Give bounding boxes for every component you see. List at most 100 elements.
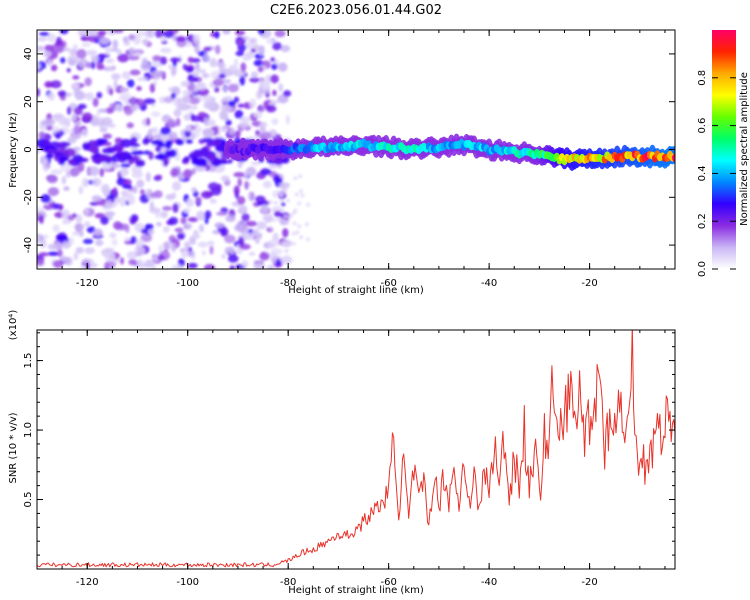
heatmap-cell (195, 62, 200, 72)
heatmap-cell (136, 77, 148, 82)
heatmap-cell (292, 221, 297, 226)
heatmap-cell (208, 182, 220, 191)
heatmap-cell (70, 116, 77, 121)
heatmap-cell (37, 207, 45, 213)
heatmap-cell (241, 260, 249, 268)
heatmap-cell (287, 215, 292, 219)
heatmap-cell (77, 103, 87, 110)
heatmap-cell (123, 87, 129, 92)
heatmap-x-tick-label: -100 (176, 278, 199, 289)
heatmap-cell (255, 130, 260, 136)
heatmap-cell (233, 172, 245, 178)
heatmap-cell (257, 110, 263, 119)
heatmap-cell (188, 251, 195, 257)
heatmap-cell (202, 94, 214, 103)
heatmap-cell (47, 92, 55, 101)
heatmap-cell (189, 97, 200, 105)
heatmap-cell (292, 210, 297, 215)
heatmap-cell (130, 143, 140, 148)
heatmap-cell (190, 105, 198, 110)
heatmap-cell (85, 62, 93, 69)
heatmap-cell (100, 216, 109, 225)
heatmap-cell (257, 66, 264, 73)
heatmap-cell (126, 251, 138, 260)
heatmap-cell (261, 80, 270, 91)
heatmap-cell (120, 138, 133, 148)
heatmap-cell (46, 125, 54, 131)
heatmap-cell (298, 174, 303, 179)
heatmap-cell (153, 126, 159, 135)
heatmap-cell (37, 37, 48, 42)
heatmap-cell (175, 117, 181, 127)
heatmap-cell (201, 137, 214, 143)
heatmap-cell (196, 210, 206, 221)
heatmap-cell (245, 220, 258, 227)
heatmap-cell (272, 218, 276, 223)
heatmap-cell (272, 190, 278, 198)
heatmap-cell (143, 150, 151, 155)
heatmap-cell (84, 247, 95, 254)
snr-y-axis-label: SNR (10 * v/v) (8, 412, 19, 483)
heatmap-cell (113, 79, 118, 90)
heatmap-cell (47, 33, 56, 43)
heatmap-cell (157, 254, 166, 261)
heatmap-cell (214, 44, 221, 55)
heatmap-cell (168, 216, 179, 225)
heatmap-cell (227, 254, 239, 263)
heatmap-x-tick-label: -20 (581, 278, 597, 289)
heatmap-cell (159, 56, 167, 65)
heatmap-cell (249, 37, 258, 44)
heatmap-cell (81, 112, 93, 122)
heatmap-cell (149, 83, 156, 93)
heatmap-cell (75, 246, 85, 254)
heatmap-cell (106, 146, 117, 152)
heatmap-cell (105, 107, 115, 114)
heatmap-cell (86, 226, 96, 234)
heatmap-cell (185, 66, 194, 73)
heatmap-cell (162, 30, 175, 38)
heatmap-cell (113, 221, 123, 230)
heatmap-cell (182, 63, 187, 71)
heatmap-cell (234, 110, 244, 119)
heatmap-cell (38, 45, 45, 51)
heatmap-cell (160, 211, 169, 219)
heatmap-cell (218, 127, 229, 132)
heatmap-cell (171, 192, 177, 199)
heatmap-cell (268, 213, 273, 218)
heatmap-cell (54, 131, 62, 140)
heatmap-cell (184, 129, 192, 138)
colorbar-tick-label: 0.6 (697, 118, 708, 134)
heatmap-cell (82, 238, 94, 244)
heatmap-cell (84, 77, 92, 87)
heatmap-cell (112, 30, 124, 34)
heatmap-cell (240, 62, 247, 72)
colorbar-tick-label: 0.4 (697, 165, 708, 181)
heatmap-cell (177, 172, 185, 180)
heatmap-cell (112, 39, 119, 49)
heatmap-cell (280, 45, 291, 53)
heatmap-cell (113, 187, 118, 195)
heatmap-cell (148, 151, 154, 160)
heatmap-cell (197, 241, 209, 248)
heatmap-cell (237, 178, 242, 187)
heatmap-cell (127, 194, 136, 205)
heatmap-cell (304, 222, 309, 227)
snr-y-ticks: 0.5 1.0 1.5 (23, 332, 675, 556)
heatmap-cell (183, 223, 193, 230)
snr-x-tick-label: -40 (481, 577, 497, 588)
heatmap-cell (40, 194, 51, 203)
heatmap-cell (172, 181, 182, 191)
snr-y-tick-label: 0.5 (23, 492, 34, 508)
heatmap-cell (168, 64, 173, 70)
heatmap-cell (268, 163, 278, 169)
heatmap-cell (215, 159, 229, 165)
heatmap-cell (271, 118, 279, 126)
heatmap-cell (270, 57, 276, 62)
heatmap-x-tick-label: -120 (76, 278, 99, 289)
heatmap-cell (128, 34, 136, 41)
heatmap-cell (260, 204, 269, 213)
heatmap-cell (61, 209, 70, 219)
heatmap-cell (57, 249, 63, 258)
heatmap-cell (90, 55, 99, 63)
heatmap-cell (297, 224, 302, 229)
